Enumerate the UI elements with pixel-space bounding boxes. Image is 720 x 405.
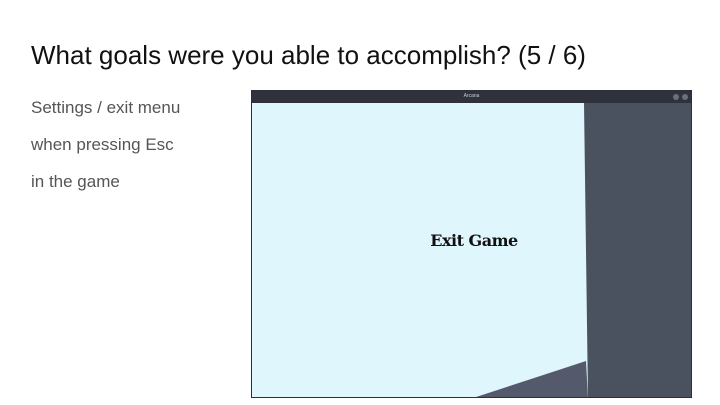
exit-game-button[interactable]: Exit Game — [430, 231, 518, 250]
game-scene: Exit Game — [252, 103, 691, 397]
scene-background — [476, 103, 691, 397]
close-icon[interactable] — [682, 94, 688, 100]
game-window-screenshot: Arcana Exit Game — [251, 90, 692, 398]
window-titlebar[interactable]: Arcana — [252, 91, 691, 103]
slide-body: Settings / exit menu when pressing Esc i… — [31, 97, 231, 208]
body-line-2: when pressing Esc — [31, 135, 174, 154]
dark-wall — [584, 103, 691, 397]
body-line-3: in the game — [31, 172, 120, 191]
floor-wedge — [476, 361, 588, 397]
minimize-icon[interactable] — [673, 94, 679, 100]
slide-title: What goals were you able to accomplish? … — [31, 40, 586, 70]
body-line-1: Settings / exit menu — [31, 98, 181, 117]
window-title: Arcana — [463, 93, 480, 99]
